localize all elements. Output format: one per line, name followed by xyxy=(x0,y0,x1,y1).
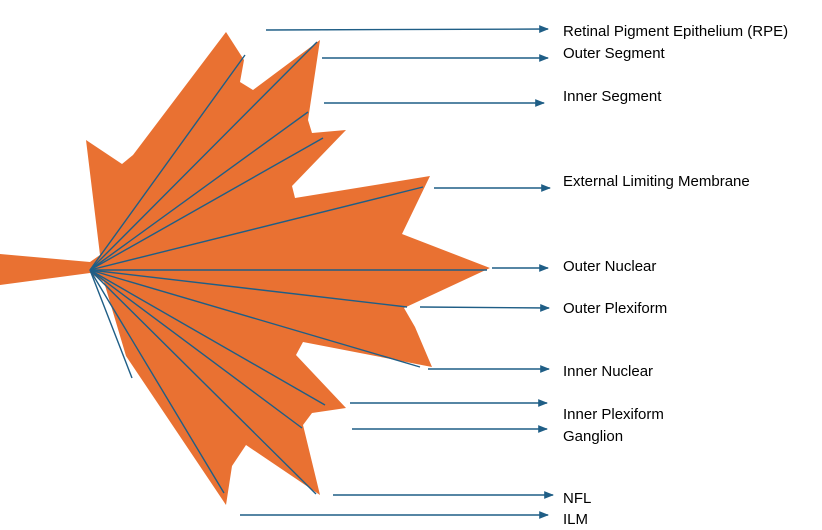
vein-line xyxy=(89,186,424,271)
vein-line xyxy=(89,269,408,308)
vein-line xyxy=(89,269,421,368)
label-outer-plexiform: Outer Plexiform xyxy=(563,300,667,317)
vein-line xyxy=(89,137,324,271)
vein-line xyxy=(89,269,326,406)
leaf-veins xyxy=(89,41,487,495)
label-external-limiting-membrane: External Limiting Membrane xyxy=(563,173,750,190)
vein-line xyxy=(89,269,225,494)
label-ilm: ILM xyxy=(563,511,588,528)
layer-labels: Retinal Pigment Epithelium (RPE) Outer S… xyxy=(563,23,788,528)
maple-leaf-shape xyxy=(0,32,490,505)
vein-line xyxy=(89,269,303,429)
vein-line xyxy=(89,269,133,379)
label-arrows xyxy=(240,25,554,519)
label-inner-plexiform: Inner Plexiform xyxy=(563,406,664,423)
arrow-outer-plexiform xyxy=(419,304,550,312)
arrow-rpe xyxy=(265,25,549,33)
label-outer-segment: Outer Segment xyxy=(563,45,666,62)
label-ganglion: Ganglion xyxy=(563,428,623,445)
label-nfl: NFL xyxy=(563,490,591,507)
label-inner-segment: Inner Segment xyxy=(563,88,662,105)
vein-line xyxy=(89,111,309,271)
vein-line xyxy=(89,269,317,495)
vein-line xyxy=(89,41,318,271)
label-outer-nuclear: Outer Nuclear xyxy=(563,258,656,275)
label-inner-nuclear: Inner Nuclear xyxy=(563,363,653,380)
vein-line xyxy=(89,54,246,271)
label-rpe: Retinal Pigment Epithelium (RPE) xyxy=(563,23,788,40)
